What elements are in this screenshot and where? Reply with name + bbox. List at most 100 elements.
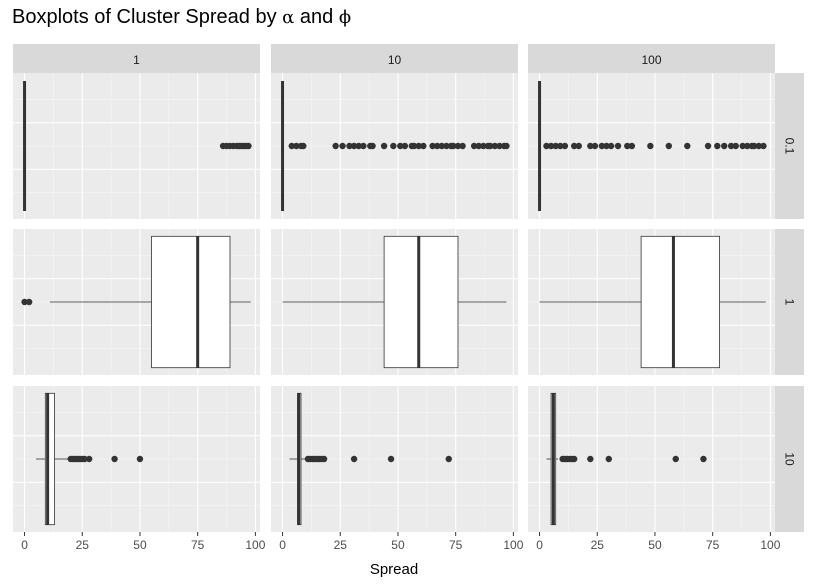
chart-title-alpha: α <box>282 7 295 28</box>
outlier-point <box>350 455 358 463</box>
outlier-point <box>459 142 466 150</box>
outlier-point <box>480 142 487 150</box>
x-axis-title: Spread <box>370 561 418 578</box>
outlier-point <box>387 455 395 463</box>
column-strip: 1 <box>13 44 260 73</box>
boxplot <box>538 81 767 211</box>
x-tick-label: 25 <box>591 538 605 552</box>
x-tick-label: 75 <box>449 538 463 552</box>
outlier-point <box>445 455 452 463</box>
row-strip-bg <box>775 386 804 532</box>
boxplot-box <box>151 235 231 369</box>
column-strip-bg <box>13 44 260 73</box>
outlier-point <box>684 142 691 150</box>
outlier-point <box>570 455 578 463</box>
x-tick-label: 75 <box>706 538 720 552</box>
outlier-point <box>721 142 728 150</box>
outlier-point <box>628 142 636 150</box>
row-strip: 0.1 <box>775 73 804 219</box>
outlier-point <box>470 142 478 150</box>
outlier-point <box>410 142 418 150</box>
outlier-point <box>355 142 362 150</box>
outlier-point <box>598 142 606 150</box>
outlier-point <box>380 142 388 150</box>
outlier-point <box>587 142 594 150</box>
outlier-point <box>487 142 494 150</box>
outlier-point <box>503 142 510 150</box>
outlier-point <box>85 455 93 463</box>
column-strip-bg <box>528 44 775 73</box>
outlier-point <box>390 142 397 150</box>
outlier-point <box>672 455 679 463</box>
facet-panel <box>528 386 775 532</box>
boxplot-box <box>44 392 55 526</box>
x-tick-label: 50 <box>133 538 147 552</box>
outlier-point <box>136 455 144 463</box>
boxplot <box>539 235 766 369</box>
boxplot-box <box>640 235 720 369</box>
outlier-point <box>454 142 462 150</box>
row-strip-label: 0.1 <box>783 138 797 155</box>
chart-title-prefix: Boxplots of Cluster Spread by <box>12 6 277 28</box>
chart-title: Boxplots of Cluster Spread by α and ϕ <box>12 6 351 29</box>
facet-panel <box>13 73 260 219</box>
column-strip: 100 <box>528 44 775 73</box>
chart-title-and: and <box>299 6 334 28</box>
boxplot <box>282 235 507 369</box>
outlier-point <box>704 142 712 150</box>
outlier-point <box>434 142 441 150</box>
outlier-point <box>443 142 450 150</box>
x-axis: 0 25 50 75 100 <box>536 532 781 552</box>
outlier-point <box>624 142 631 150</box>
outlier-point <box>603 142 610 150</box>
x-tick-label: 0 <box>21 538 28 552</box>
row-strip-label: 1 <box>783 299 797 306</box>
outlier-point <box>293 142 300 150</box>
column-strip-bg <box>271 44 518 73</box>
x-tick-label: 25 <box>76 538 90 552</box>
x-tick-label: 25 <box>334 538 348 552</box>
outlier-point <box>450 142 457 150</box>
x-tick-label: 0 <box>279 538 286 552</box>
column-strip-label: 100 <box>641 53 661 67</box>
boxplot <box>36 392 144 526</box>
outlier-point <box>591 142 599 150</box>
outlier-point <box>369 142 376 150</box>
row-strip-bg <box>775 229 804 375</box>
outlier-point <box>81 455 88 463</box>
outlier-point <box>350 142 358 150</box>
outlier-point <box>605 455 612 463</box>
outlier-point <box>332 142 339 150</box>
outlier-point <box>575 142 582 150</box>
outlier-point <box>288 142 295 150</box>
x-axis: 0 25 50 75 100 <box>21 532 266 552</box>
outlier-point <box>415 142 422 150</box>
outlier-point <box>320 455 328 463</box>
outlier-point <box>496 142 503 150</box>
boxplot <box>281 81 510 211</box>
outlier-point <box>21 298 28 306</box>
outlier-point <box>552 142 559 150</box>
x-tick-label: 50 <box>648 538 662 552</box>
outlier-point <box>732 142 739 150</box>
outlier-point <box>727 142 735 150</box>
outlier-point <box>665 142 673 150</box>
row-strip-bg <box>775 73 804 219</box>
outlier-point <box>700 455 707 463</box>
outlier-point <box>339 142 346 150</box>
outlier-point <box>714 142 721 150</box>
x-tick-label: 100 <box>503 538 523 552</box>
x-tick-label: 50 <box>391 538 405 552</box>
row-strip: 1 <box>775 229 804 375</box>
x-tick-label: 0 <box>536 538 543 552</box>
outlier-point <box>245 142 252 150</box>
outlier-point <box>360 142 367 150</box>
x-tick-label: 100 <box>760 538 780 552</box>
outlier-point <box>607 142 615 150</box>
x-tick-label: 75 <box>191 538 205 552</box>
boxplot <box>23 81 252 211</box>
chart-title-phi: ϕ <box>338 7 352 28</box>
boxplot <box>546 392 707 526</box>
outlier-point <box>491 142 499 150</box>
